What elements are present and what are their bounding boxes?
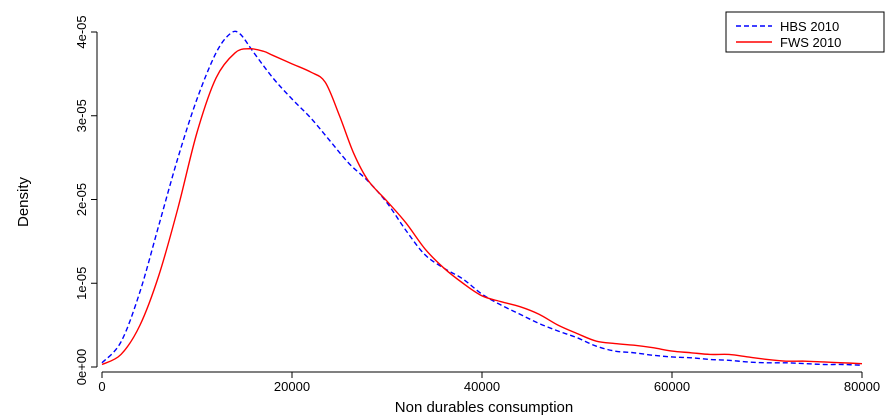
x-axis-title: Non durables consumption [395, 399, 573, 416]
y-tick-label: 3e-05 [74, 99, 89, 132]
legend-box [725, 11, 885, 53]
series-layer [101, 30, 863, 367]
x-tick-label: 20000 [274, 379, 310, 394]
y-tick-label: 0e+00 [74, 349, 89, 386]
y-tick-label: 2e-05 [74, 183, 89, 216]
x-tick-label: 40000 [464, 379, 500, 394]
legend-label-fws: FWS 2010 [780, 35, 841, 50]
x-tick-label: 0 [98, 379, 105, 394]
legend-label-hbs: HBS 2010 [780, 19, 839, 34]
axes: 0 20000 40000 60000 80000 0e+00 1e-05 2e-05 3e-0… [74, 15, 880, 394]
y-tick-label: 1e-05 [74, 267, 89, 300]
y-tick-label: 4e-05 [74, 15, 89, 48]
legend: HBS 2010 FWS 2010 [725, 11, 885, 53]
x-tick-label: 80000 [844, 379, 880, 394]
x-tick-label: 60000 [654, 379, 690, 394]
series-line-1 [101, 48, 863, 366]
series-line-0 [101, 30, 863, 367]
y-axis-title: Density [15, 176, 32, 227]
